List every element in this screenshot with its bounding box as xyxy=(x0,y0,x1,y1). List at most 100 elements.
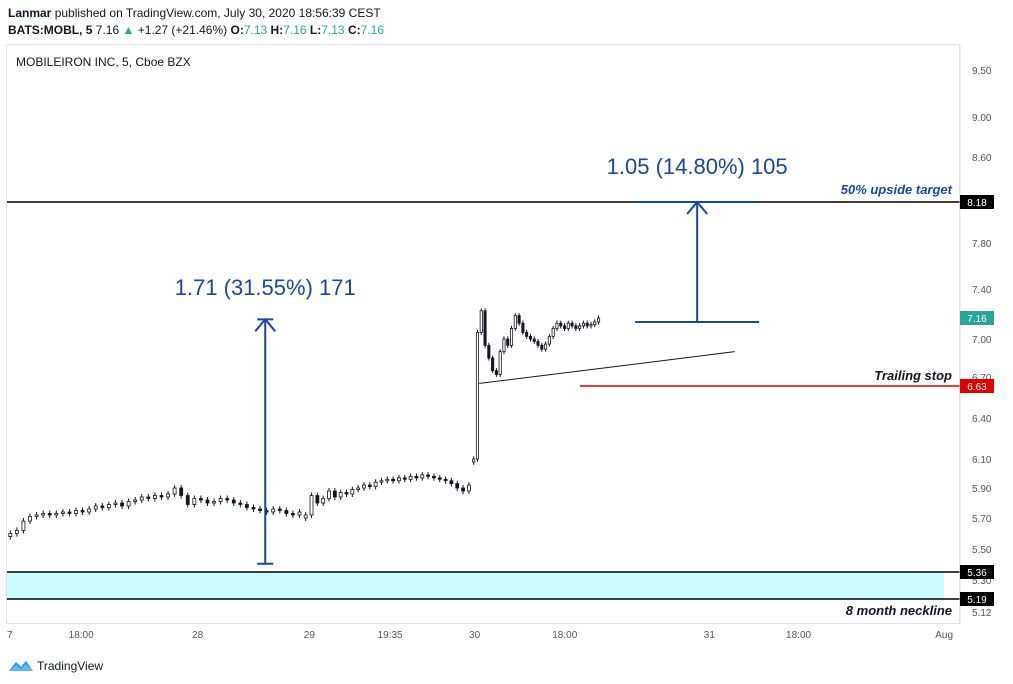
low-value: 7.13 xyxy=(321,23,345,37)
candle-body xyxy=(475,332,480,460)
candle-body xyxy=(544,343,548,350)
candle-body xyxy=(449,480,454,485)
up-arrow-icon: ▲ xyxy=(122,23,135,37)
candle-body xyxy=(487,344,491,359)
high-label: H: xyxy=(270,23,284,37)
publish-line: Lanmar published on TradingView.com, Jul… xyxy=(8,6,381,20)
upside-target-label: 50% upside target xyxy=(841,182,953,197)
candle-body xyxy=(344,492,349,495)
price-marker xyxy=(960,565,994,579)
author-name[interactable]: Lanmar xyxy=(8,6,52,20)
candle-body xyxy=(397,477,401,482)
y-tick-label: 7.40 xyxy=(972,285,992,296)
open-value: 7.13 xyxy=(243,23,268,37)
candle-body xyxy=(327,490,331,499)
candle-body xyxy=(356,487,361,490)
candle-body xyxy=(238,502,243,505)
footer-brand[interactable]: TradingView xyxy=(37,659,104,673)
y-tick-label: 5.12 xyxy=(972,608,992,619)
candle-body xyxy=(559,322,563,327)
candle-body xyxy=(367,484,372,487)
y-tick-label: 6.40 xyxy=(972,414,992,425)
candle-body xyxy=(231,499,236,504)
candle-body xyxy=(532,338,536,342)
candle-body xyxy=(502,338,506,353)
candle-body xyxy=(152,495,157,499)
open-label: O: xyxy=(230,23,244,37)
candle-body xyxy=(589,324,593,327)
candle-body xyxy=(80,510,85,513)
candle-body xyxy=(536,341,540,346)
candle-body xyxy=(525,332,529,337)
candle-body xyxy=(100,505,105,508)
candle-body xyxy=(528,335,532,340)
candle-body xyxy=(391,478,396,482)
candle-body xyxy=(139,496,144,501)
candle-body xyxy=(321,498,326,504)
candle-body xyxy=(581,322,585,327)
x-tick-label: 28 xyxy=(192,630,204,641)
candle-body xyxy=(437,477,442,480)
candle-body xyxy=(461,487,465,492)
measure-left-label: 1.71 (31.55%) 171 xyxy=(175,275,356,300)
candle-body xyxy=(172,487,177,495)
chart-title: MOBILEIRON INC, 5, Cboe BZX xyxy=(16,55,191,69)
low-label: L: xyxy=(309,23,322,37)
candle-body xyxy=(166,493,170,498)
candle-body xyxy=(54,513,59,516)
price-marker-label: 5.36 xyxy=(967,568,987,579)
high-value: 7.16 xyxy=(283,23,307,37)
y-tick-label: 5.30 xyxy=(972,576,992,587)
measure-arrowhead xyxy=(254,317,276,332)
candle-body xyxy=(443,478,448,482)
candle-body xyxy=(133,499,138,502)
candle-body xyxy=(414,475,419,479)
y-tick-label: 9.50 xyxy=(972,66,992,77)
candle-body xyxy=(578,325,582,329)
candle-body xyxy=(483,310,487,346)
tradingview-logo-icon xyxy=(9,661,33,671)
candle-body xyxy=(87,508,92,513)
price-marker-label: 8.18 xyxy=(967,198,987,209)
candle-body xyxy=(8,533,13,537)
price-marker xyxy=(960,592,994,606)
candle-body xyxy=(420,474,425,479)
candle-body xyxy=(14,530,19,534)
candle-body xyxy=(251,507,256,510)
candle-body xyxy=(74,510,78,514)
y-tick-label: 5.50 xyxy=(972,545,992,556)
trendline xyxy=(479,351,735,384)
candle-body xyxy=(540,344,544,350)
candle-body xyxy=(426,474,430,477)
candle-body xyxy=(547,335,551,345)
candle-body xyxy=(28,516,32,522)
candle-body xyxy=(159,495,164,498)
price-marker-label: 6.63 xyxy=(967,382,987,393)
y-tick-label: 5.70 xyxy=(972,514,992,525)
publish-info: published on TradingView.com, July 30, 2… xyxy=(54,6,381,20)
candle-body xyxy=(47,513,52,516)
candle-body xyxy=(225,498,230,501)
price-marker xyxy=(960,195,994,209)
measure-right-label: 1.05 (14.80%) 105 xyxy=(607,154,788,179)
y-tick-label: 7.00 xyxy=(972,335,992,346)
footer: TradingView xyxy=(8,657,103,675)
candle-body xyxy=(373,481,378,487)
candle-body xyxy=(562,325,567,329)
candle-body xyxy=(432,475,436,479)
trailing-stop-label: Trailing stop xyxy=(874,368,952,383)
x-tick-label: 31 xyxy=(704,630,716,641)
y-tick-label: 5.90 xyxy=(972,484,992,495)
y-tick-label: 9.00 xyxy=(972,113,992,124)
candle-body xyxy=(297,511,302,516)
x-tick-label: 18:00 xyxy=(69,630,94,641)
candle-body xyxy=(146,496,151,499)
candle-body xyxy=(315,495,320,504)
close-value: 7.16 xyxy=(360,23,384,37)
candle-body xyxy=(93,505,98,510)
price-marker xyxy=(960,311,994,325)
close-label: C: xyxy=(347,23,361,37)
price-marker-label: 7.16 xyxy=(967,314,987,325)
candle-body xyxy=(21,520,26,531)
